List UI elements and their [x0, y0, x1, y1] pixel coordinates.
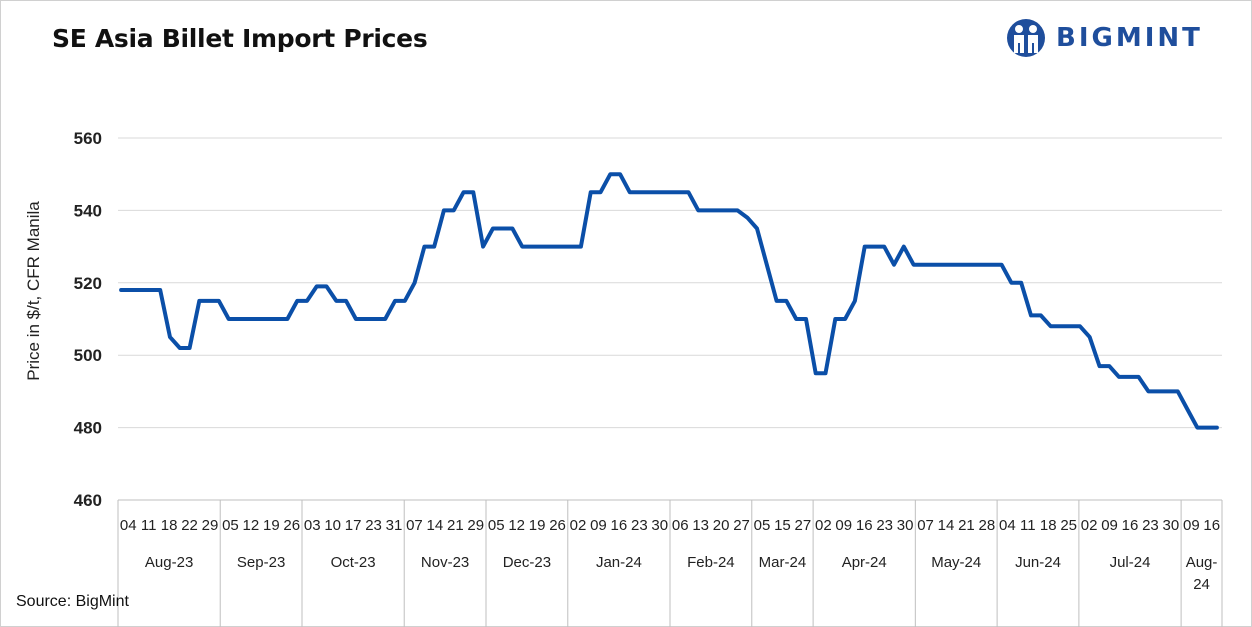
x-day-label: 26	[549, 517, 566, 534]
y-tick-label: 540	[74, 201, 102, 220]
x-day-label: 16	[611, 517, 628, 534]
x-month-label: Dec-23	[503, 554, 551, 571]
x-day-label: 14	[427, 517, 444, 534]
x-day-label: 09	[1183, 517, 1200, 534]
x-month-label: Jan-24	[596, 554, 642, 571]
x-day-label: 19	[263, 517, 280, 534]
x-day-label: 29	[202, 517, 219, 534]
x-month-label: Aug-23	[145, 554, 193, 571]
x-day-label: 09	[590, 517, 607, 534]
x-day-label: 05	[754, 517, 771, 534]
x-month-label: Apr-24	[842, 554, 887, 571]
y-tick-label: 560	[74, 129, 102, 148]
x-day-label: 06	[672, 517, 689, 534]
x-day-label: 22	[181, 517, 198, 534]
x-month-label: Mar-24	[759, 554, 807, 571]
y-tick-label: 500	[74, 346, 102, 365]
x-day-label: 05	[222, 517, 239, 534]
x-day-label: 12	[508, 517, 525, 534]
x-day-label: 02	[570, 517, 587, 534]
x-day-label: 25	[1060, 517, 1077, 534]
x-day-label: 04	[999, 517, 1016, 534]
x-day-label: 16	[1122, 517, 1139, 534]
x-day-label: 23	[1142, 517, 1159, 534]
x-day-label: 21	[958, 517, 975, 534]
brand-logo: BIGMINT	[1006, 16, 1203, 60]
x-month-label: Sep-23	[237, 554, 285, 571]
x-day-label: 27	[733, 517, 750, 534]
x-day-label: 18	[1040, 517, 1057, 534]
x-day-label: 03	[304, 517, 321, 534]
x-day-label: 02	[1081, 517, 1098, 534]
x-day-label: 10	[324, 517, 341, 534]
price-series-line	[119, 172, 1219, 430]
x-month-label: Jun-24	[1015, 554, 1061, 571]
x-day-label: 02	[815, 517, 832, 534]
y-tick-label: 520	[74, 274, 102, 293]
x-day-label: 31	[386, 517, 403, 534]
y-tick-label: 460	[74, 491, 102, 510]
x-day-label: 26	[283, 517, 300, 534]
x-day-label: 23	[876, 517, 893, 534]
x-day-label: 16	[1203, 517, 1220, 534]
x-month-label: Oct-23	[331, 554, 376, 571]
x-day-label: 30	[651, 517, 668, 534]
x-day-label: 16	[856, 517, 873, 534]
x-day-label: 23	[631, 517, 648, 534]
x-day-label: 12	[243, 517, 260, 534]
bigmint-people-icon	[1007, 19, 1045, 57]
x-day-label: 28	[979, 517, 996, 534]
x-month-label: Nov-23	[421, 554, 469, 571]
x-day-label: 21	[447, 517, 464, 534]
x-day-label: 11	[141, 517, 157, 534]
x-day-label: 07	[917, 517, 934, 534]
x-day-label: 05	[488, 517, 505, 534]
x-day-label: 09	[1101, 517, 1118, 534]
x-day-label: 30	[1163, 517, 1180, 534]
source-note: Source: BigMint	[16, 593, 129, 610]
x-day-label: 04	[120, 517, 137, 534]
brand-name: BIGMINT	[1056, 23, 1203, 53]
x-month-label: Aug-	[1186, 554, 1218, 571]
x-day-label: 19	[529, 517, 546, 534]
x-day-label: 23	[365, 517, 382, 534]
y-axis-label: Price in $/t, CFR Manila	[24, 201, 43, 381]
chart-title: SE Asia Billet Import Prices	[52, 24, 428, 53]
x-day-label: 30	[897, 517, 914, 534]
x-day-label: 14	[938, 517, 955, 534]
x-day-label: 13	[692, 517, 709, 534]
x-month-label: Jul-24	[1110, 554, 1151, 571]
x-day-label: 15	[774, 517, 791, 534]
x-day-label: 11	[1020, 517, 1036, 534]
x-day-label: 27	[795, 517, 812, 534]
x-month-label: May-24	[931, 554, 981, 571]
x-month-label-year: 24	[1193, 576, 1210, 593]
y-tick-label: 480	[74, 419, 102, 438]
x-day-label: 29	[467, 517, 484, 534]
x-day-label: 17	[345, 517, 362, 534]
x-month-label: Feb-24	[687, 554, 735, 571]
x-day-label: 07	[406, 517, 423, 534]
x-day-label: 09	[835, 517, 852, 534]
x-day-label: 18	[161, 517, 178, 534]
x-day-label: 20	[713, 517, 730, 534]
